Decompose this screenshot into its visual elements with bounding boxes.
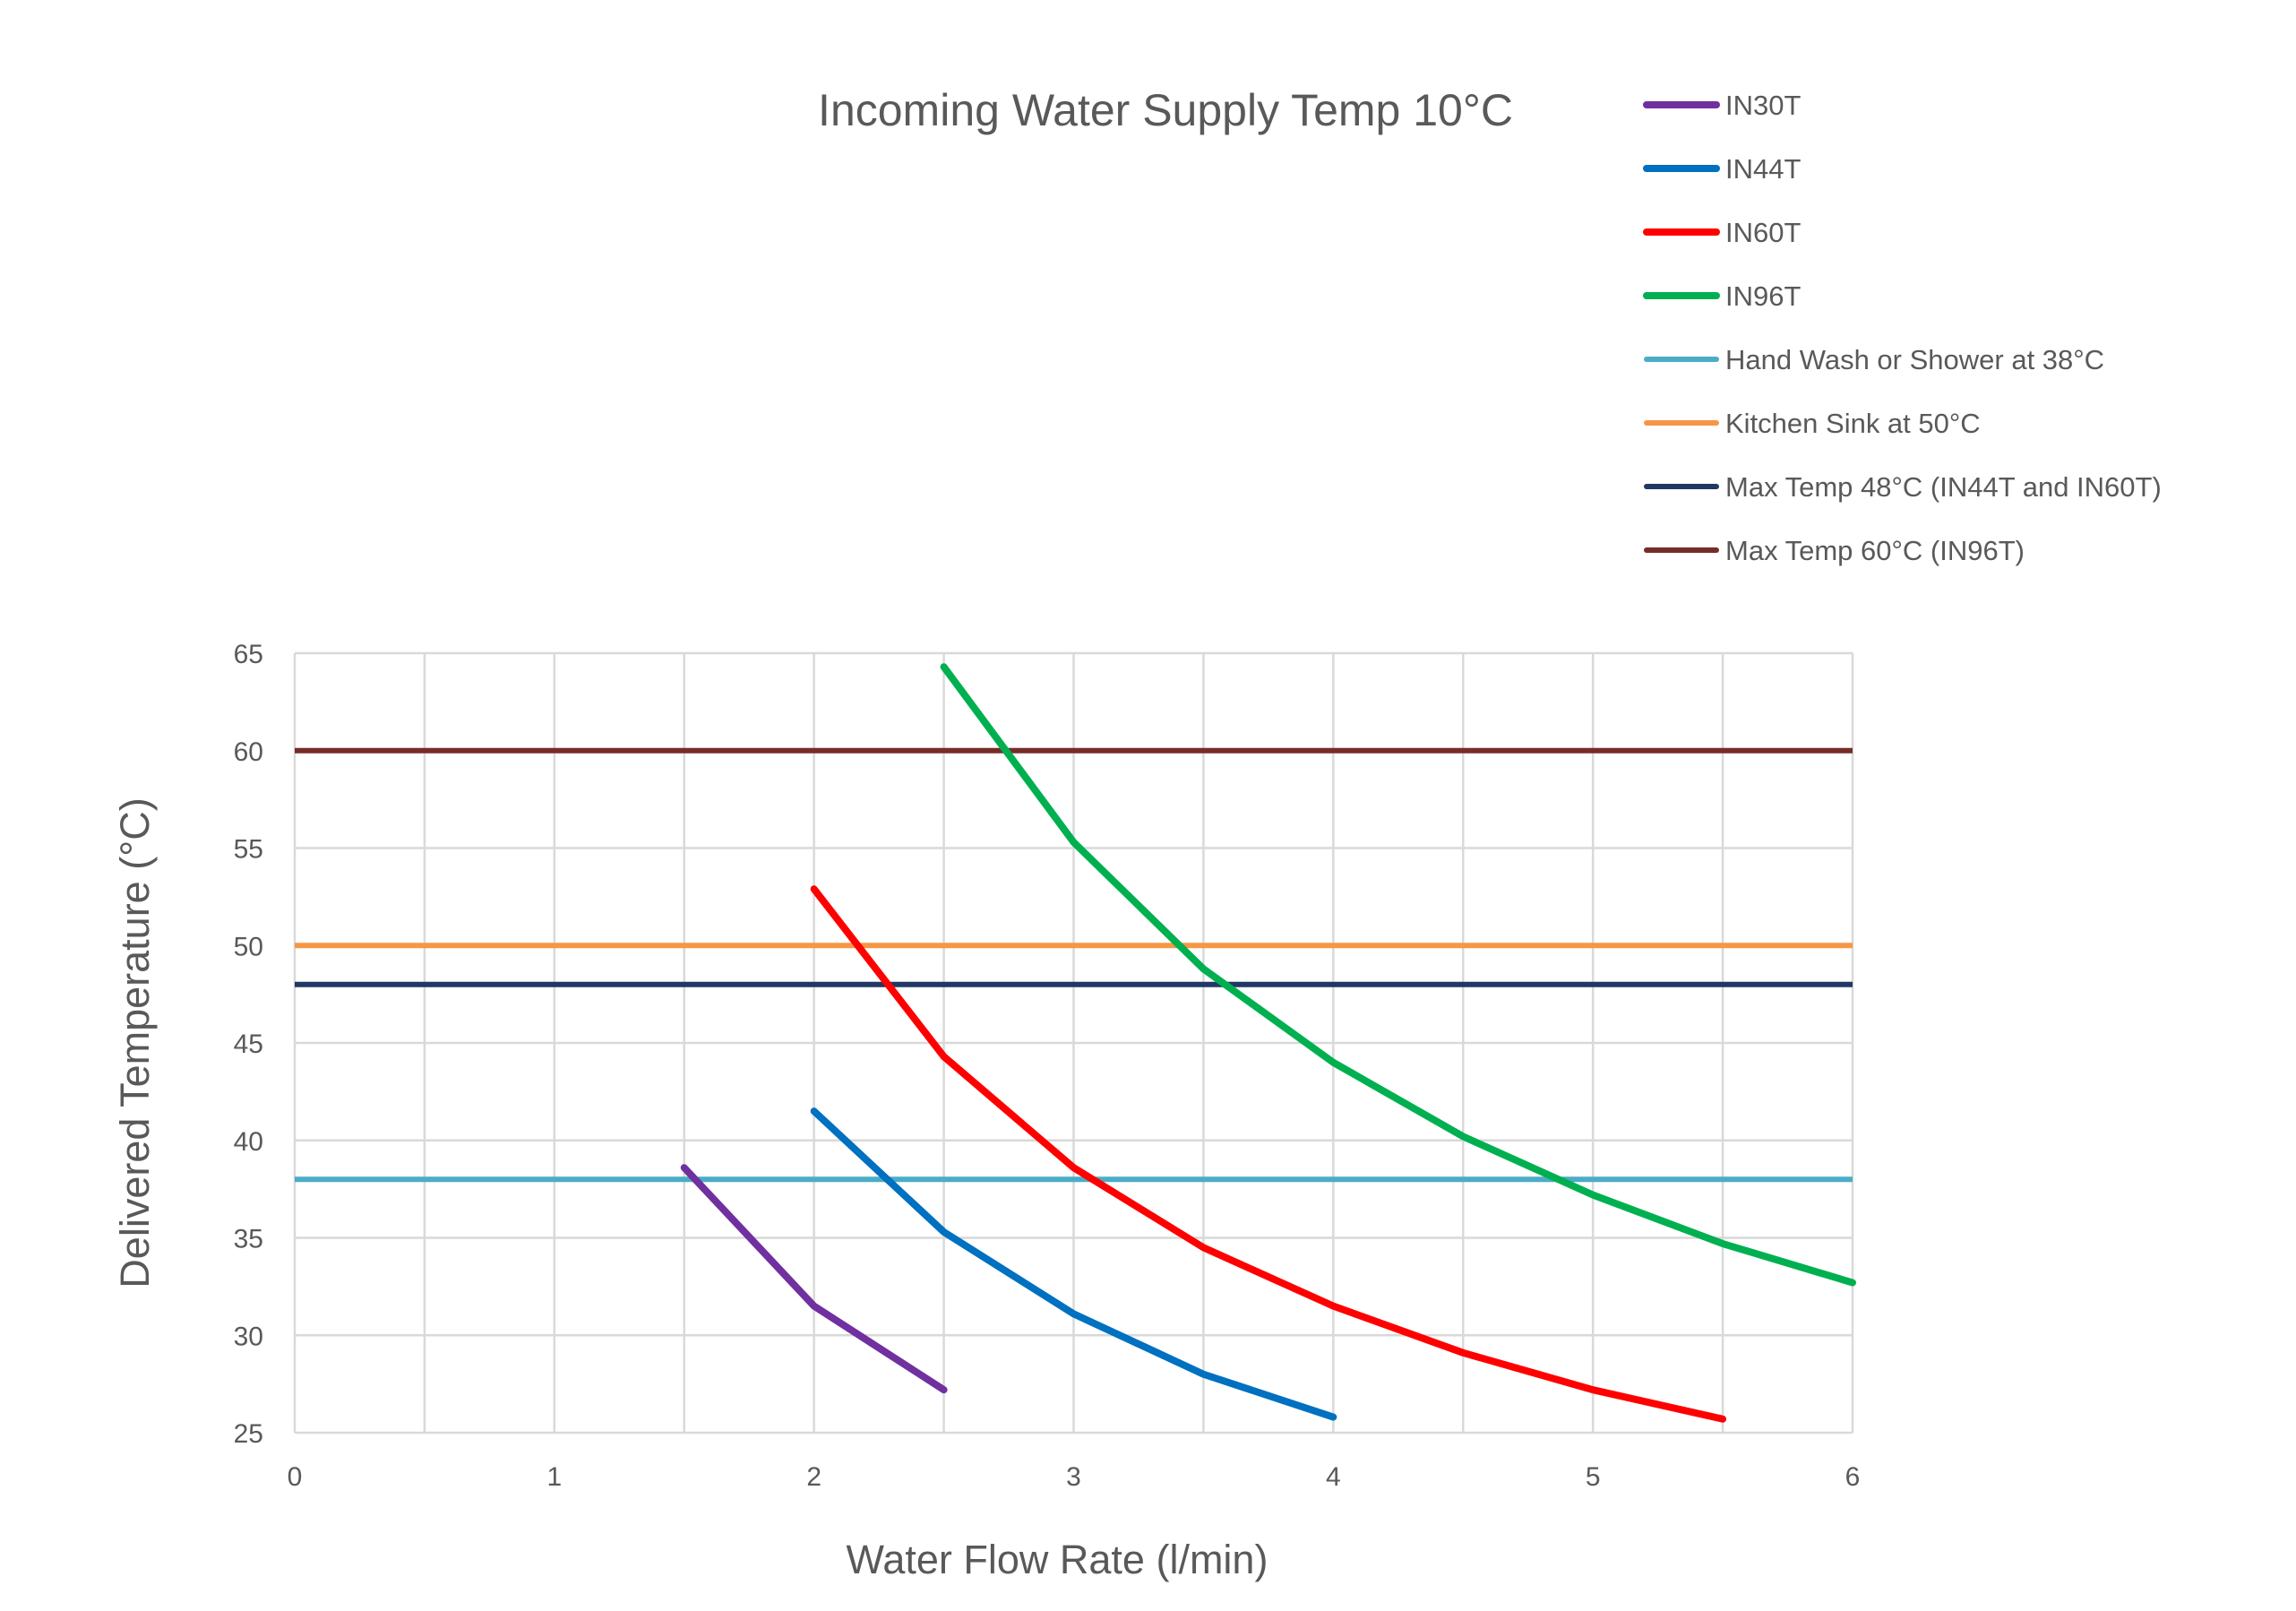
legend-label: IN44T <box>1725 153 1801 185</box>
y-tick-label: 60 <box>234 737 263 767</box>
x-tick-label: 2 <box>806 1462 821 1492</box>
legend-label: Kitchen Sink at 50°C <box>1725 408 1981 439</box>
gridlines <box>293 651 1854 1434</box>
series-group <box>295 663 1856 1423</box>
legend-label: IN60T <box>1725 217 1801 248</box>
y-tick-label: 65 <box>234 640 263 669</box>
x-axis-label: Water Flow Rate (l/min) <box>847 1537 1268 1582</box>
series-line <box>680 1164 948 1394</box>
x-tick-label: 0 <box>288 1462 303 1492</box>
y-tick-label: 40 <box>234 1127 263 1157</box>
chart-title: Incoming Water Supply Temp 10°C <box>818 85 1513 135</box>
legend-label: IN30T <box>1725 90 1801 121</box>
series-line <box>810 885 1727 1423</box>
y-axis-ticks: 25 30 35 40 45 50 55 60 65 <box>234 640 263 1449</box>
y-tick-label: 50 <box>234 932 263 961</box>
x-tick-label: 3 <box>1066 1462 1081 1492</box>
y-tick-label: 55 <box>234 835 263 865</box>
x-axis-ticks: 0 1 2 3 4 5 6 <box>288 1462 1861 1492</box>
y-tick-label: 35 <box>234 1225 263 1254</box>
y-axis-label: Delivered Temperature (°C) <box>112 797 158 1288</box>
x-tick-label: 6 <box>1845 1462 1861 1492</box>
legend-label: Max Temp 48°C (IN44T and IN60T) <box>1725 471 2162 503</box>
series-line <box>940 663 1856 1287</box>
x-tick-label: 4 <box>1326 1462 1341 1492</box>
y-tick-label: 25 <box>234 1419 263 1449</box>
y-tick-label: 30 <box>234 1322 263 1351</box>
x-tick-label: 5 <box>1586 1462 1601 1492</box>
legend-label: Max Temp 60°C (IN96T) <box>1725 535 2025 566</box>
legend: IN30T IN44T IN60T IN96T Hand Wash or Shower … <box>1643 90 2162 566</box>
y-tick-label: 45 <box>234 1029 263 1059</box>
x-tick-label: 1 <box>546 1462 562 1492</box>
legend-label: IN96T <box>1725 280 1801 312</box>
series-line <box>810 1107 1337 1421</box>
legend-label: Hand Wash or Shower at 38°C <box>1725 344 2104 375</box>
